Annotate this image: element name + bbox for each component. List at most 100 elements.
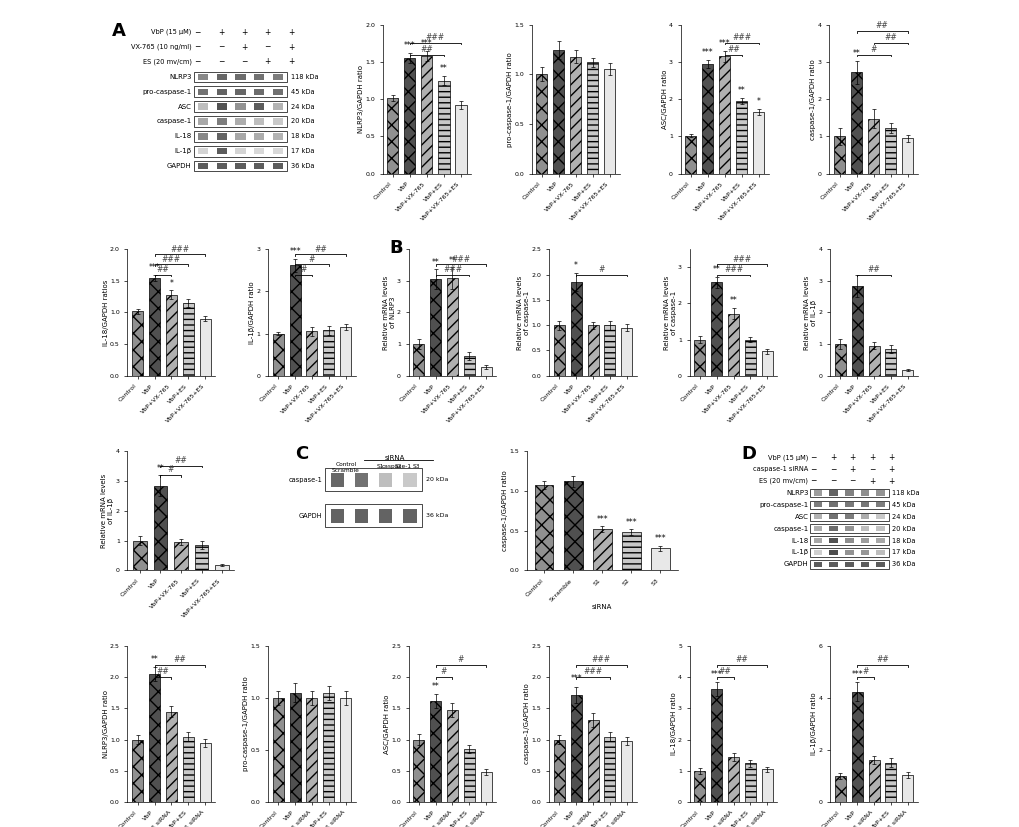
Bar: [194, 160, 287, 171]
Text: S1: S1: [376, 464, 384, 469]
Text: pro-caspase-1: pro-caspase-1: [758, 502, 808, 508]
Bar: [809, 536, 888, 545]
Text: ###: ###: [451, 255, 470, 264]
Bar: [404, 58, 415, 174]
Text: ASC: ASC: [177, 103, 192, 110]
Bar: [340, 327, 351, 375]
Text: −: −: [240, 58, 248, 66]
Bar: [480, 367, 491, 375]
Text: ##: ##: [173, 655, 186, 664]
Text: ***: ***: [710, 670, 721, 679]
Bar: [355, 473, 368, 487]
Bar: [198, 74, 208, 80]
Text: caspase-1: caspase-1: [772, 526, 808, 532]
Y-axis label: IL-1β/GAPDH ratio: IL-1β/GAPDH ratio: [249, 281, 255, 344]
Bar: [198, 133, 208, 140]
Text: ##: ##: [718, 667, 731, 676]
Bar: [235, 103, 246, 110]
Bar: [216, 148, 226, 155]
Text: NLRP3: NLRP3: [169, 74, 192, 80]
Bar: [306, 332, 317, 375]
Bar: [860, 526, 868, 531]
Bar: [149, 278, 160, 375]
Bar: [216, 88, 226, 95]
Bar: [216, 103, 226, 110]
Text: VbP (15 μM): VbP (15 μM): [767, 454, 808, 461]
Bar: [884, 349, 896, 375]
Text: +: +: [888, 465, 894, 474]
Bar: [813, 538, 821, 543]
Bar: [403, 473, 416, 487]
Bar: [621, 327, 632, 375]
Bar: [272, 333, 283, 375]
Text: ASC: ASC: [794, 514, 808, 520]
Text: 118 kDa: 118 kDa: [891, 490, 918, 496]
Bar: [592, 529, 611, 571]
Bar: [587, 719, 598, 802]
Bar: [455, 105, 466, 174]
Bar: [272, 103, 282, 110]
Text: *: *: [169, 279, 173, 288]
Text: #: #: [167, 466, 173, 475]
Text: **: **: [439, 65, 447, 73]
Bar: [844, 514, 853, 519]
Text: GAPDH: GAPDH: [783, 562, 808, 567]
Text: ##: ##: [157, 667, 169, 676]
Bar: [194, 86, 287, 97]
Bar: [254, 74, 264, 80]
Bar: [216, 133, 226, 140]
Bar: [182, 737, 194, 802]
Text: +: +: [829, 453, 836, 461]
Bar: [254, 103, 264, 110]
Bar: [330, 473, 343, 487]
Bar: [306, 698, 317, 802]
Bar: [553, 325, 565, 375]
Bar: [744, 340, 755, 375]
Bar: [728, 313, 739, 375]
Text: ##: ##: [867, 265, 879, 274]
Text: ***: ***: [718, 39, 730, 48]
Bar: [272, 163, 282, 170]
Bar: [438, 80, 449, 174]
Text: **: **: [156, 464, 164, 473]
Y-axis label: NLRP3/GAPDH ratio: NLRP3/GAPDH ratio: [103, 690, 108, 758]
Bar: [430, 701, 440, 802]
Bar: [851, 285, 862, 375]
Text: ***: ***: [149, 263, 160, 272]
Text: 45 kDa: 45 kDa: [290, 88, 315, 95]
Text: ##: ##: [883, 33, 897, 42]
Bar: [834, 136, 845, 174]
Bar: [254, 118, 264, 125]
Text: +: +: [218, 28, 224, 36]
Text: +: +: [849, 465, 855, 474]
Bar: [216, 74, 226, 80]
Bar: [813, 502, 821, 508]
Text: B: B: [389, 239, 403, 257]
Bar: [875, 538, 884, 543]
Bar: [446, 710, 458, 802]
Bar: [860, 538, 868, 543]
Text: ***: ***: [404, 41, 416, 50]
Text: ##: ##: [735, 655, 748, 664]
Text: −: −: [809, 476, 816, 485]
Bar: [403, 509, 416, 523]
Text: ###: ###: [732, 255, 751, 264]
Text: ES (20 mv/cm): ES (20 mv/cm): [143, 59, 192, 65]
Bar: [813, 550, 821, 555]
Text: **: **: [431, 682, 439, 691]
Text: −: −: [264, 43, 271, 51]
Text: 36 kDa: 36 kDa: [290, 163, 314, 169]
Bar: [464, 749, 475, 802]
Text: −: −: [868, 465, 874, 474]
Text: −: −: [829, 476, 836, 485]
Text: VX-765 (10 ng/ml): VX-765 (10 ng/ml): [130, 44, 192, 50]
Bar: [330, 509, 343, 523]
Bar: [464, 356, 475, 375]
Bar: [761, 351, 772, 375]
Bar: [809, 548, 888, 557]
Bar: [650, 548, 668, 571]
Text: 24 kDa: 24 kDa: [290, 103, 315, 110]
Bar: [564, 481, 582, 571]
Text: *: *: [756, 98, 760, 106]
Text: ##: ##: [727, 45, 739, 54]
